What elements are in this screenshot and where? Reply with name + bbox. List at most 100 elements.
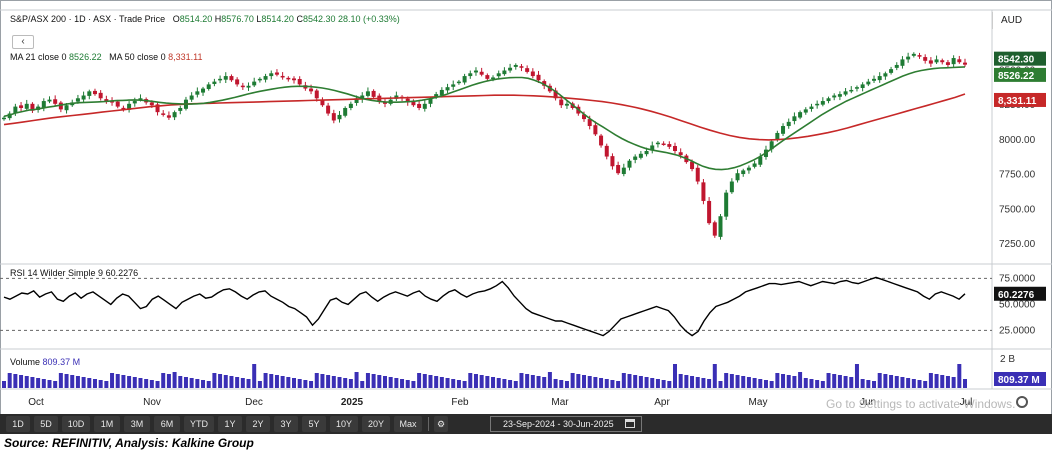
volume-bar bbox=[684, 375, 689, 388]
price-tick-label: 7500.00 bbox=[999, 204, 1036, 215]
volume-bar bbox=[348, 379, 353, 388]
volume-bar bbox=[30, 377, 35, 388]
volume-bar bbox=[81, 377, 86, 388]
range-button-3m[interactable]: 3M bbox=[124, 416, 150, 432]
range-button-5d[interactable]: 5D bbox=[34, 416, 58, 432]
volume-bar bbox=[832, 374, 837, 388]
volume-bar bbox=[246, 379, 251, 388]
candle-body bbox=[212, 81, 217, 84]
candle-body bbox=[286, 77, 291, 80]
volume-bar bbox=[883, 374, 888, 388]
volume-bar bbox=[104, 381, 109, 388]
toolbar-separator bbox=[428, 417, 429, 431]
x-axis-label: Feb bbox=[451, 397, 469, 408]
volume-bar bbox=[621, 373, 626, 388]
x-axis-label: May bbox=[749, 397, 768, 408]
volume-bar bbox=[434, 376, 439, 388]
candle-body bbox=[274, 72, 279, 75]
range-button-10d[interactable]: 10D bbox=[62, 416, 90, 432]
candle-body bbox=[621, 167, 626, 175]
volume-bar bbox=[752, 378, 757, 388]
candle-body bbox=[218, 78, 223, 81]
currency-selector[interactable]: AUD bbox=[992, 12, 1050, 29]
candle-body bbox=[252, 81, 257, 86]
candle-body bbox=[235, 79, 240, 85]
volume-bar bbox=[337, 377, 342, 388]
volume-bar bbox=[633, 375, 638, 388]
candle-body bbox=[411, 102, 416, 106]
candle-body bbox=[462, 76, 467, 83]
range-button-1d[interactable]: 1D bbox=[6, 416, 30, 432]
candle-body bbox=[104, 99, 109, 102]
candle-body bbox=[53, 99, 58, 104]
candle-body bbox=[394, 95, 399, 99]
x-axis-label: 2025 bbox=[341, 397, 364, 408]
candle-body bbox=[331, 113, 336, 121]
range-button-2y[interactable]: 2Y bbox=[246, 416, 270, 432]
candle-body bbox=[735, 173, 740, 181]
candle-body bbox=[451, 84, 456, 87]
candle-body bbox=[803, 109, 808, 113]
candle-body bbox=[354, 98, 359, 103]
volume-bar bbox=[854, 364, 859, 388]
last-price-tag: 8542.30 bbox=[998, 55, 1035, 66]
candle-body bbox=[382, 101, 387, 104]
volume-bar bbox=[496, 378, 501, 388]
volume-bar bbox=[223, 375, 228, 388]
volume-bar bbox=[439, 377, 444, 388]
volume-bar bbox=[377, 375, 382, 388]
range-button-5y[interactable]: 5Y bbox=[302, 416, 326, 432]
volume-bar bbox=[161, 373, 166, 388]
candle-body bbox=[610, 156, 615, 167]
chart-canvas[interactable]: 7250.007500.007750.008000.008250.008500.… bbox=[0, 0, 1052, 434]
range-button-1y[interactable]: 1Y bbox=[218, 416, 242, 432]
candle-body bbox=[58, 102, 63, 110]
symbol: S&P/ASX 200 bbox=[10, 14, 67, 24]
range-button-6m[interactable]: 6M bbox=[154, 416, 180, 432]
ma50-price-tag: 8,331.11 bbox=[998, 96, 1037, 107]
settings-gear-icon[interactable] bbox=[1016, 396, 1028, 408]
low-label: L bbox=[256, 14, 262, 24]
candle-body bbox=[587, 119, 592, 127]
candle-body bbox=[883, 73, 888, 77]
collapse-legend-button[interactable]: ‹ bbox=[12, 35, 34, 49]
candle-body bbox=[269, 73, 274, 77]
candle-body bbox=[360, 95, 365, 100]
volume-bar bbox=[87, 378, 92, 388]
range-button-20y[interactable]: 20Y bbox=[362, 416, 390, 432]
volume-bar bbox=[183, 377, 188, 388]
x-axis-label: Oct bbox=[28, 397, 44, 408]
range-button-10y[interactable]: 10Y bbox=[330, 416, 358, 432]
range-button-max[interactable]: Max bbox=[394, 416, 422, 432]
volume-bar bbox=[934, 374, 939, 388]
volume-bar bbox=[911, 379, 916, 388]
candle-body bbox=[166, 115, 171, 118]
volume-bar bbox=[394, 378, 399, 388]
candle-body bbox=[729, 181, 734, 193]
candle-body bbox=[132, 101, 137, 104]
x-axis-label: Dec bbox=[245, 397, 263, 408]
volume-bar bbox=[92, 379, 97, 388]
candle-body bbox=[246, 85, 251, 88]
volume-bar bbox=[491, 377, 496, 388]
volume-bar bbox=[803, 378, 808, 388]
volume-bar bbox=[758, 379, 763, 388]
range-button-3y[interactable]: 3Y bbox=[274, 416, 298, 432]
candle-body bbox=[644, 151, 649, 155]
date-range-picker[interactable]: 23-Sep-2024 - 30-Jun-2025 bbox=[490, 416, 642, 432]
volume-bar bbox=[428, 375, 433, 388]
candle-body bbox=[695, 167, 700, 182]
volume-bar bbox=[149, 380, 154, 388]
volume-bar bbox=[963, 379, 967, 388]
candle-body bbox=[889, 69, 894, 73]
volume-bar bbox=[627, 374, 632, 388]
range-button-1m[interactable]: 1M bbox=[94, 416, 120, 432]
volume-legend: Volume 809.37 M bbox=[10, 357, 80, 367]
volume-bar bbox=[292, 378, 297, 388]
volume-bar bbox=[570, 373, 575, 388]
candle-body bbox=[110, 101, 115, 103]
candle-body bbox=[195, 91, 200, 95]
range-button-ytd[interactable]: YTD bbox=[184, 416, 214, 432]
volume-bar bbox=[371, 374, 376, 388]
toolbar-settings-icon[interactable]: ⚙ bbox=[434, 416, 448, 432]
